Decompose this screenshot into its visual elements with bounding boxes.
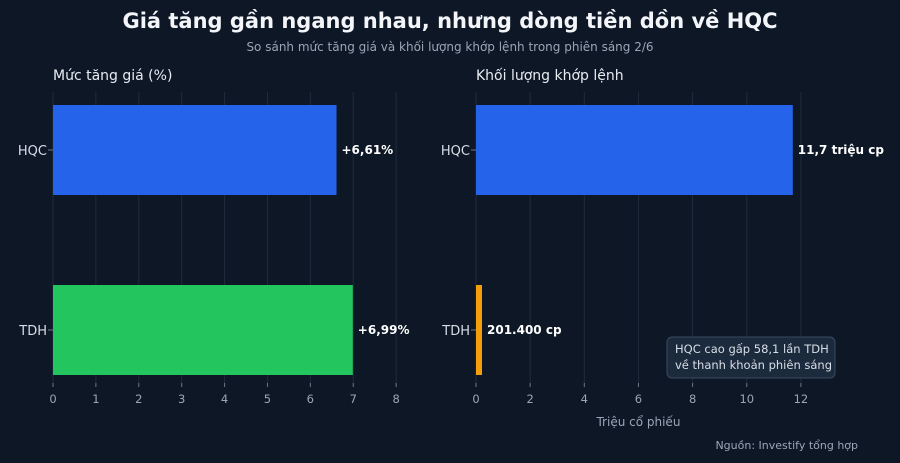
volume-panel: Khối lượng khớp lệnh 0 2 4 6 8 10 12 Triệu cổ ph… xyxy=(441,67,884,429)
x-tick-label: 5 xyxy=(264,392,271,406)
category-label: HQC xyxy=(441,144,470,159)
x-tick-label: 12 xyxy=(794,392,809,406)
annotation-line: về thanh khoản phiên sáng xyxy=(675,358,832,372)
bar-tdh xyxy=(476,285,482,375)
x-tick-label: 3 xyxy=(178,392,185,406)
x-tick-label: 0 xyxy=(472,392,479,406)
chart-title: Giá tăng gần ngang nhau, nhưng dòng tiền… xyxy=(122,9,778,33)
data-label: 11,7 triệu cp xyxy=(798,143,885,157)
x-tick-label: 4 xyxy=(221,392,228,406)
category-label: TDH xyxy=(18,324,47,339)
x-tick-label: 2 xyxy=(526,392,533,406)
x-tick-label: 6 xyxy=(635,392,642,406)
source-note: Nguồn: Investify tổng hợp xyxy=(715,439,858,452)
x-axis-title: Triệu cổ phiếu xyxy=(595,415,680,429)
data-label: 201.400 cp xyxy=(487,323,562,337)
x-tick-label: 0 xyxy=(49,392,56,406)
x-tick-label: 8 xyxy=(689,392,696,406)
data-label: +6,99% xyxy=(358,323,410,337)
x-tick-label: 4 xyxy=(581,392,588,406)
x-tick-label: 7 xyxy=(350,392,357,406)
x-tick-label: 10 xyxy=(739,392,754,406)
bar-hqc xyxy=(476,105,793,195)
annotation-box: HQC cao gấp 58,1 lần TDH về thanh khoản p… xyxy=(666,336,836,379)
x-tick-label: 2 xyxy=(135,392,142,406)
x-tick-label: 8 xyxy=(392,392,399,406)
data-label: +6,61% xyxy=(342,143,394,157)
panel-title: Khối lượng khớp lệnh xyxy=(476,67,624,84)
x-tick-label: 1 xyxy=(92,392,99,406)
panel-title: Mức tăng giá (%) xyxy=(53,68,172,84)
category-label: HQC xyxy=(18,144,47,159)
bar-tdh xyxy=(53,285,353,375)
price-change-panel: Mức tăng giá (%) 0 1 2 3 4 5 6 7 8 HQC +6,61% TDH +6,… xyxy=(18,68,410,406)
x-tick-label: 6 xyxy=(307,392,314,406)
annotation-frame xyxy=(666,336,836,379)
annotation-line: HQC cao gấp 58,1 lần TDH xyxy=(675,342,829,356)
chart-subtitle: So sánh mức tăng giá và khối lượng khớp … xyxy=(246,40,654,54)
category-label: TDH xyxy=(441,324,470,339)
bar-hqc xyxy=(53,105,337,195)
